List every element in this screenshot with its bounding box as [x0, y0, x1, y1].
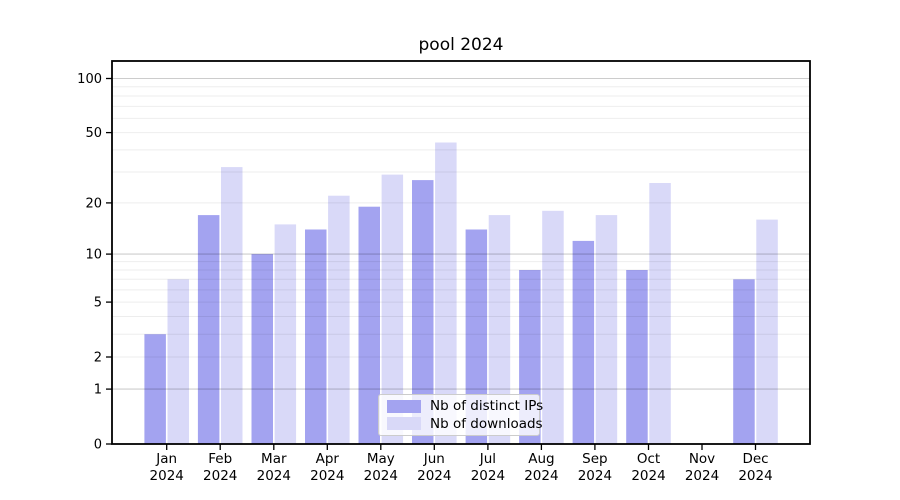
legend-swatch-downloads	[387, 417, 421, 431]
bar-distinct-ips-sep	[572, 240, 595, 444]
x-tick-label-year: 2024	[310, 468, 344, 484]
bar-distinct-ips-dec	[733, 279, 755, 444]
bar-distinct-ips-jan	[144, 334, 166, 444]
x-tick-label-month: Oct	[637, 451, 660, 467]
bar-distinct-ips-jul	[465, 229, 488, 444]
bar-downloads-feb	[221, 167, 243, 444]
bar-distinct-ips-jun	[412, 180, 434, 444]
y-tick-label: 20	[85, 196, 102, 211]
y-tick-label: 10	[85, 248, 102, 263]
y-tick-label: 2	[94, 351, 102, 366]
y-tick-label: 5	[94, 296, 102, 311]
legend-item-downloads: Nb of downloads	[379, 416, 543, 432]
x-tick-label-year: 2024	[685, 468, 719, 484]
x-tick-label-year: 2024	[417, 468, 451, 484]
x-tick-label-month: Dec	[742, 451, 768, 467]
chart-title: pool 2024	[418, 35, 504, 55]
bar-downloads-aug	[542, 210, 564, 444]
bar-downloads-sep	[595, 215, 618, 444]
y-tick-label: 50	[85, 126, 102, 141]
bar-downloads-jan	[167, 279, 189, 444]
x-tick-label-month: Nov	[689, 451, 715, 467]
bar-downloads-mar	[274, 224, 297, 444]
plot-border	[111, 60, 811, 445]
bar-downloads-jun	[435, 142, 457, 444]
bar-downloads-apr	[328, 195, 350, 444]
x-tick-label-year: 2024	[471, 468, 505, 484]
y-tick-label: 1	[94, 383, 102, 398]
bar-distinct-ips-oct	[626, 270, 648, 444]
y-tick-label: 0	[94, 438, 102, 453]
x-tick-label-year: 2024	[257, 468, 291, 484]
bar-distinct-ips-may	[358, 206, 380, 444]
x-tick-label-month: Sep	[582, 451, 607, 467]
x-tick-label-year: 2024	[578, 468, 612, 484]
x-tick-label-year: 2024	[631, 468, 665, 484]
x-tick-label-year: 2024	[364, 468, 398, 484]
x-tick-label-year: 2024	[203, 468, 237, 484]
legend-item-distinct-ips: Nb of distinct IPs	[379, 398, 543, 414]
y-tick-label: 100	[77, 72, 102, 87]
legend-label-downloads: Nb of downloads	[430, 415, 543, 432]
x-tick-label-year: 2024	[738, 468, 772, 484]
chart-legend: Nb of distinct IPs Nb of downloads	[378, 394, 543, 436]
x-tick-label-month: Aug	[528, 451, 554, 467]
bar-downloads-jul	[488, 215, 511, 444]
bar-distinct-ips-apr	[305, 229, 327, 444]
bar-distinct-ips-mar	[251, 254, 273, 444]
x-tick-label-month: Jul	[479, 451, 496, 467]
x-tick-label-month: May	[367, 451, 395, 467]
bar-downloads-may	[381, 174, 404, 444]
bar-downloads-oct	[649, 183, 671, 444]
bar-distinct-ips-feb	[197, 215, 220, 444]
x-tick-label-month: Feb	[208, 451, 232, 467]
legend-swatch-distinct-ips	[387, 399, 421, 413]
x-tick-label-month: Jan	[155, 451, 177, 467]
bar-downloads-dec	[756, 219, 778, 444]
legend-label-distinct-ips: Nb of distinct IPs	[430, 398, 544, 415]
x-tick-label-month: Mar	[261, 451, 287, 467]
x-tick-label-month: Jun	[423, 451, 445, 467]
x-tick-label-month: Apr	[316, 451, 340, 467]
x-tick-label-year: 2024	[150, 468, 184, 484]
x-tick-label-year: 2024	[524, 468, 558, 484]
